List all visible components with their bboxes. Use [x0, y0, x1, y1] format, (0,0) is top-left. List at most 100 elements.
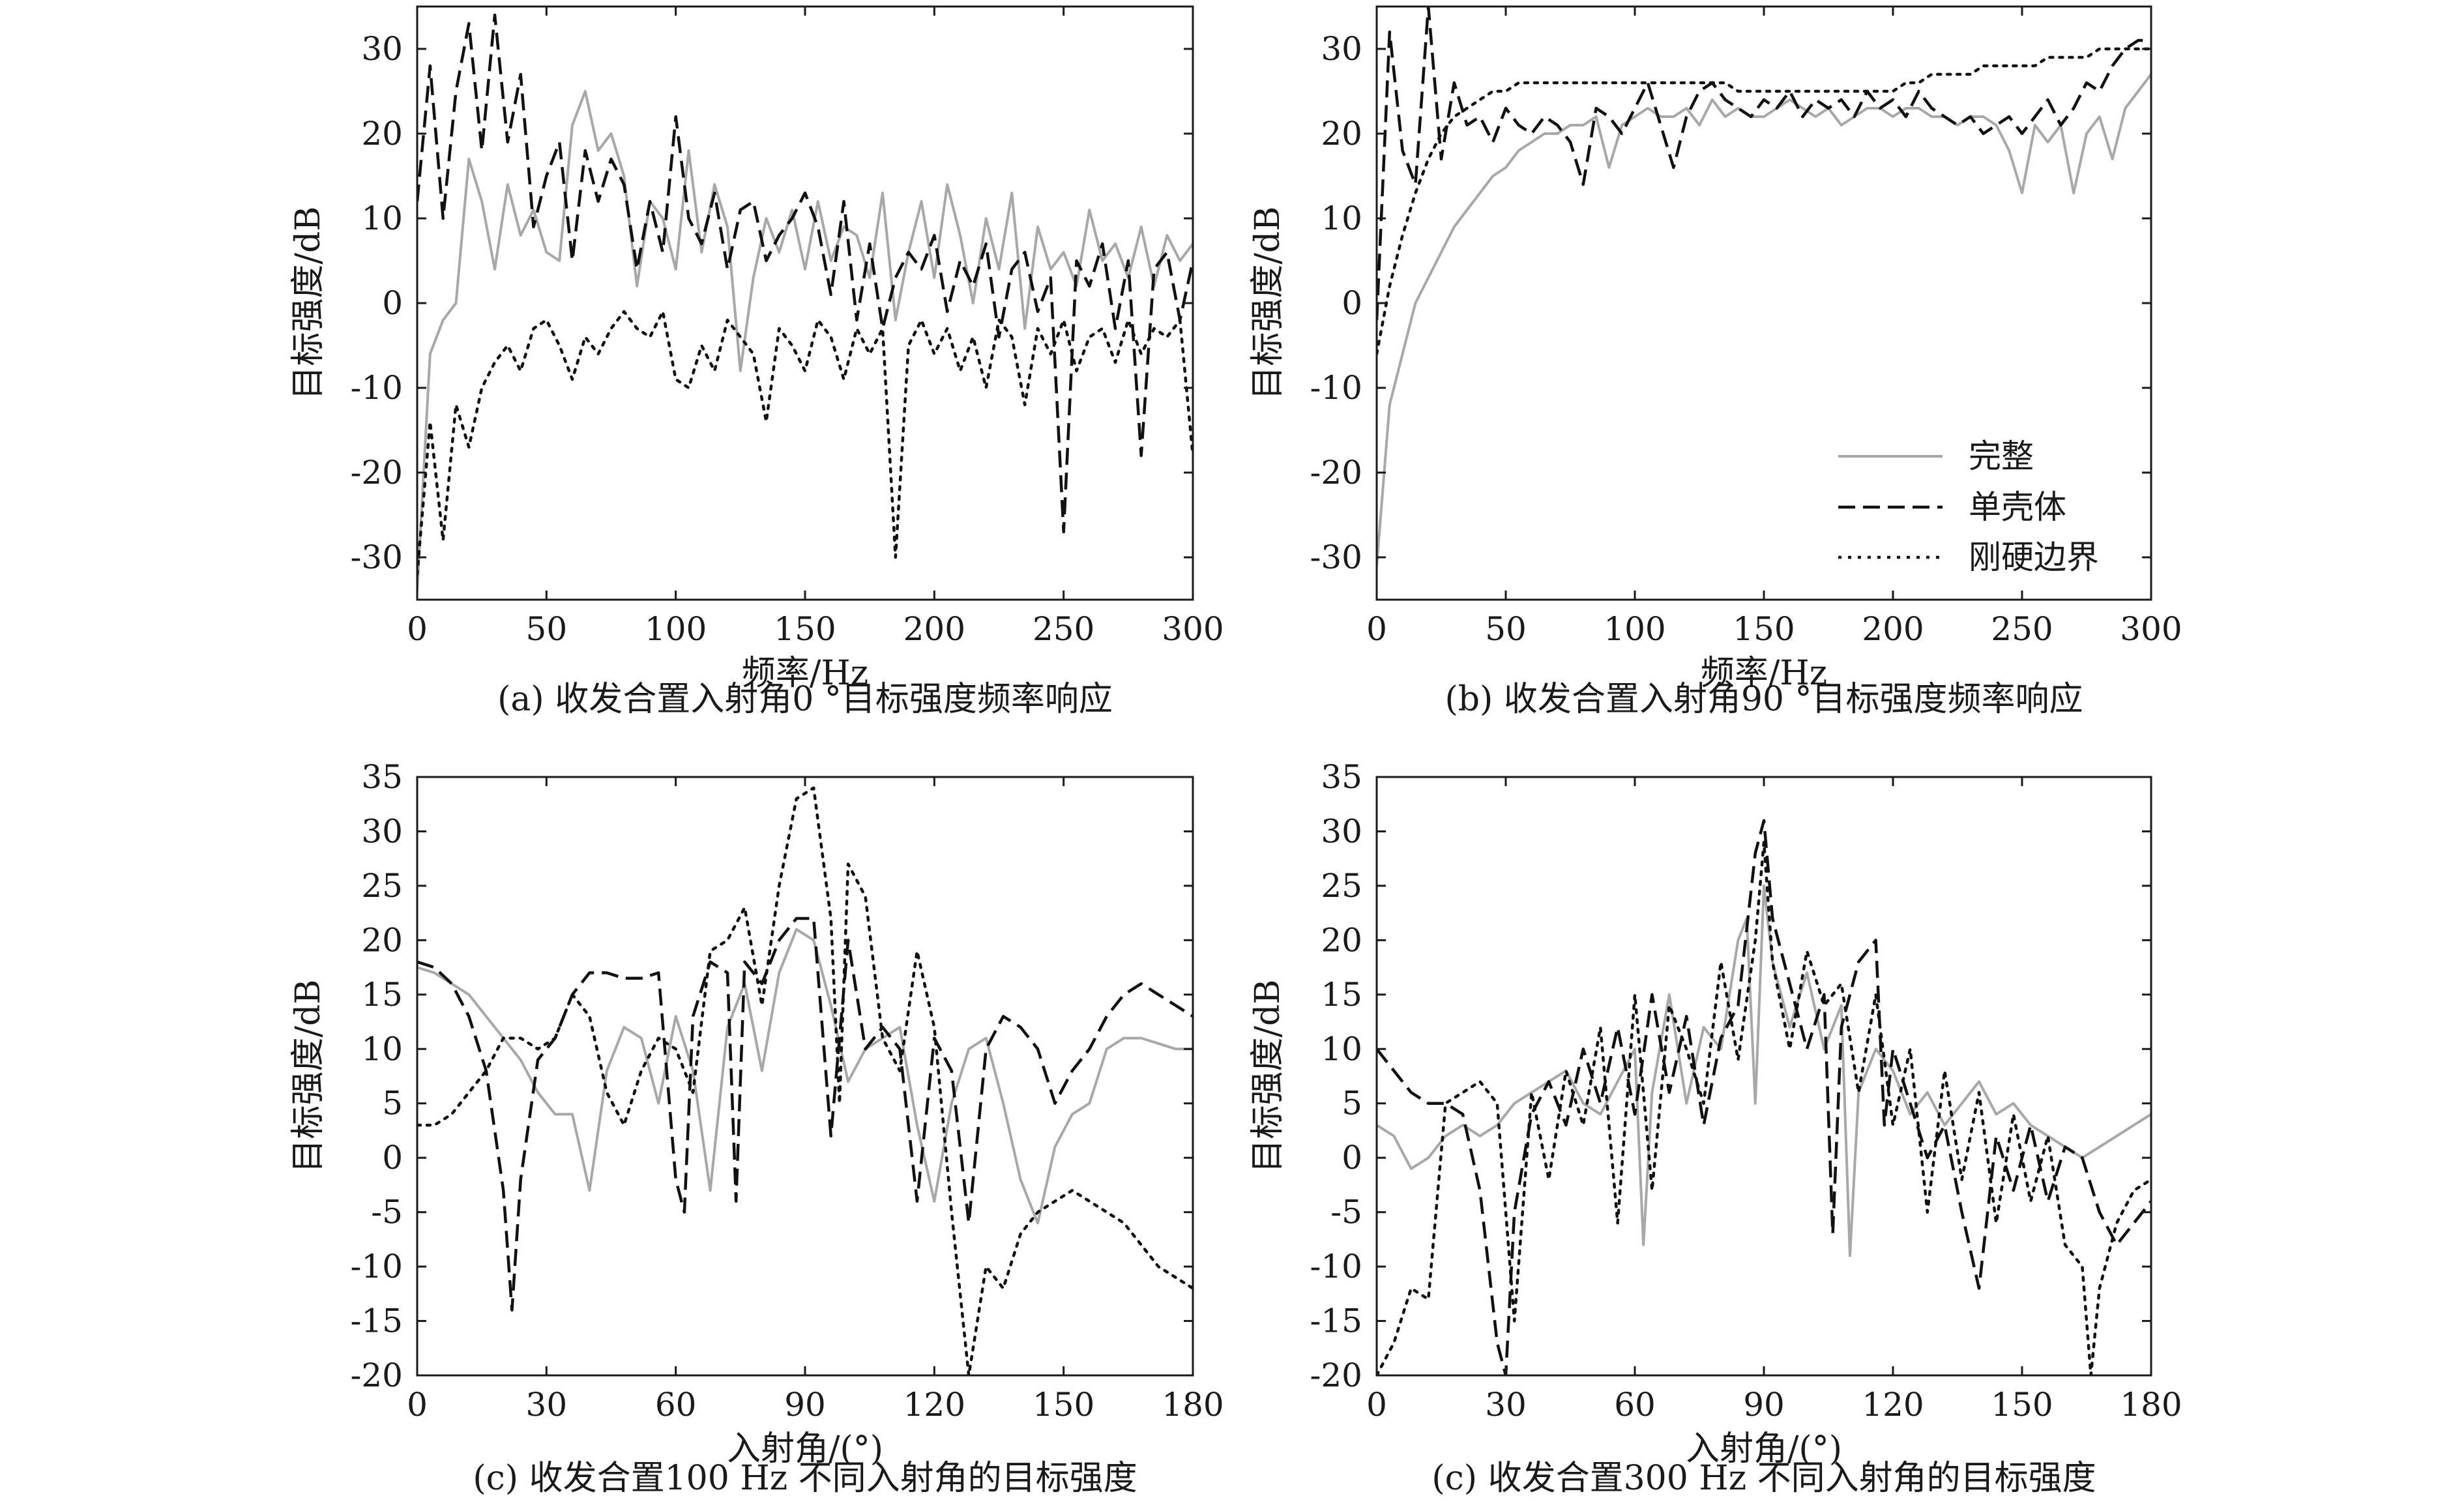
y-tick-label: -30: [350, 538, 403, 576]
series-line-dashed: [1377, 7, 2151, 321]
y-tick-label: -20: [350, 1356, 403, 1394]
series-line-dashed: [1377, 819, 2151, 1375]
y-tick-label: -10: [1310, 1248, 1362, 1285]
y-tick-label: 15: [361, 976, 403, 1014]
y-tick-label: 0: [382, 284, 403, 322]
series-group: [1377, 819, 2151, 1375]
x-tick-label: 150: [1991, 1386, 2053, 1424]
y-tick-label: 30: [1321, 812, 1362, 850]
series-line-dashed: [417, 916, 1193, 1312]
y-tick-label: 0: [1342, 284, 1362, 322]
y-tick-label: 10: [361, 1030, 403, 1068]
x-tick-label: 50: [1485, 610, 1527, 648]
x-tick-label: 0: [1366, 1386, 1387, 1424]
y-tick-label: -20: [1310, 1356, 1362, 1394]
x-tick-label: 60: [1614, 1386, 1656, 1424]
y-tick-label: -5: [371, 1194, 403, 1231]
x-axis-label: 入射角/(°): [1686, 1429, 1842, 1469]
chart-panel-1: 0 50 100 150 200 250 300 -30 -20 -10 0 10 20 30 频率/Hz 目…: [289, 5, 1224, 719]
x-tick-label: 30: [1485, 1386, 1527, 1424]
x-tick-label: 60: [655, 1386, 697, 1424]
x-tick-label: 250: [1033, 610, 1094, 648]
y-tick-label: 20: [1321, 921, 1362, 959]
x-tick-label: 150: [1033, 1386, 1094, 1424]
y-axis-label: 目标强度/dB: [289, 206, 328, 400]
y-tick-label: 25: [1321, 867, 1362, 905]
y-tick-label: -5: [1330, 1194, 1362, 1231]
legend-label: 刚硬边界: [1969, 538, 2099, 576]
y-tick-label: -20: [350, 454, 403, 491]
y-tick-label: 35: [361, 758, 403, 796]
x-tick-label: 0: [407, 610, 428, 648]
plot-frame: [416, 776, 1194, 1377]
series-group: [417, 786, 1193, 1375]
chart-panel-2: 0 50 100 150 200 250 300 -30 -20 -10 0 10 20 30 频率/Hz 目…: [1248, 5, 2182, 719]
series-line-solid: [417, 90, 1193, 592]
series-line-dashed: [417, 13, 1193, 534]
y-tick-label: 10: [1321, 199, 1362, 237]
y-axis-label: 目标强度/dB: [1248, 206, 1287, 400]
y-tick-label: 30: [361, 30, 403, 68]
y-axis-label: 目标强度/dB: [289, 979, 328, 1173]
y-tick-label: 5: [382, 1085, 403, 1122]
series-group: [1377, 7, 2151, 566]
x-tick-label: 50: [526, 610, 568, 648]
y-tick-label: 10: [361, 199, 403, 237]
panel-caption: (b) 收发合置入射角90 °目标强度频率响应: [1445, 680, 2083, 719]
y-tick-label: -10: [350, 369, 403, 407]
x-tick-label: 120: [903, 1386, 965, 1424]
x-tick-label: 0: [1366, 610, 1387, 648]
y-tick-label: 10: [1321, 1030, 1362, 1068]
legend-label: 单壳体: [1969, 488, 2066, 526]
panel-caption: (c) 收发合置100 Hz 不同入射角的目标强度: [473, 1459, 1137, 1498]
x-tick-label: 180: [1162, 1386, 1224, 1424]
series-line-solid: [1377, 884, 2151, 1257]
y-tick-label: 0: [1342, 1139, 1362, 1177]
x-tick-label: 100: [1604, 610, 1665, 648]
y-tick-label: 15: [1321, 976, 1362, 1014]
x-tick-label: 0: [407, 1386, 428, 1424]
y-tick-label: 35: [1321, 758, 1362, 796]
x-tick-label: 150: [1733, 610, 1795, 648]
x-axis-label: 频率/Hz: [1701, 654, 1827, 693]
y-tick-label: 20: [1321, 115, 1362, 153]
plot-frame: [416, 5, 1194, 601]
y-tick-label: 20: [361, 115, 403, 153]
y-tick-label: -10: [350, 1248, 403, 1285]
x-tick-label: 100: [645, 610, 707, 648]
y-tick-label: -15: [1310, 1302, 1362, 1340]
y-tick-label: -15: [350, 1302, 403, 1340]
x-tick-label: 200: [1862, 610, 1924, 648]
y-tick-label: 30: [361, 812, 403, 850]
panel-caption: (c) 收发合置300 Hz 不同入射角的目标强度: [1431, 1459, 2096, 1498]
series-line-solid: [417, 928, 1193, 1225]
x-tick-label: 90: [1743, 1386, 1785, 1424]
y-tick-label: 30: [1321, 30, 1362, 68]
panel-caption: (a) 收发合置入射角0 °目标强度频率响应: [497, 680, 1113, 719]
x-tick-label: 250: [1991, 610, 2053, 648]
x-tick-label: 30: [526, 1386, 568, 1424]
y-tick-label: -10: [1310, 369, 1362, 407]
series-line-dotted: [1377, 840, 2151, 1375]
y-tick-label: -30: [1310, 538, 1362, 576]
x-tick-label: 200: [903, 610, 965, 648]
x-tick-label: 300: [2120, 610, 2182, 648]
series-line-dotted: [1377, 47, 2151, 356]
plot-frame: [1375, 776, 2152, 1377]
y-axis-label: 目标强度/dB: [1248, 979, 1287, 1173]
y-tick-label: 0: [382, 1139, 403, 1177]
legend-label: 完整: [1969, 437, 2034, 475]
series-line-solid: [1377, 73, 2151, 566]
y-tick-label: 25: [361, 867, 403, 905]
chart-panel-3: 0 30 60 90 120 150 180 -20 -15 -10 -5 0 5 10 15 20 25 30 3…: [289, 758, 1224, 1498]
x-tick-label: 120: [1862, 1386, 1924, 1424]
chart-panel-4: 0 30 60 90 120 150 180 -20 -15 -10 -5 0 5 10 15 20 25 30 3…: [1248, 758, 2182, 1498]
series-group: [417, 13, 1193, 592]
y-tick-label: 20: [361, 921, 403, 959]
x-tick-label: 150: [774, 610, 836, 648]
x-axis-label: 入射角/(°): [727, 1429, 883, 1469]
x-tick-label: 90: [784, 1386, 826, 1424]
x-tick-label: 180: [2120, 1386, 2182, 1424]
